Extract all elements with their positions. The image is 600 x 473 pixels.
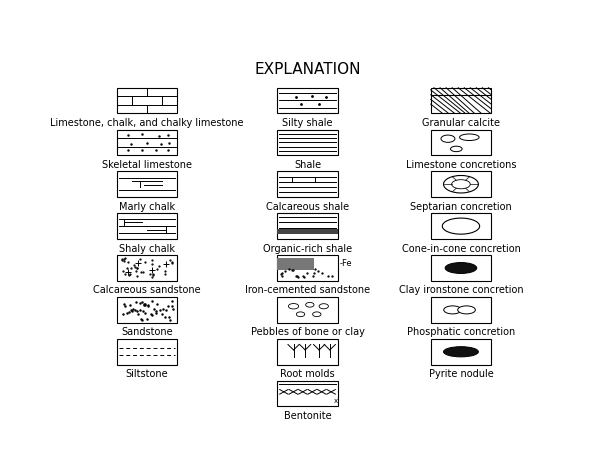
Text: Shale: Shale xyxy=(294,160,321,170)
Bar xyxy=(431,88,491,113)
Text: Limestone, chalk, and chalky limestone: Limestone, chalk, and chalky limestone xyxy=(50,118,244,128)
Text: EXPLANATION: EXPLANATION xyxy=(254,62,361,77)
Bar xyxy=(431,172,491,197)
Bar xyxy=(117,255,178,281)
Ellipse shape xyxy=(305,302,314,307)
Ellipse shape xyxy=(444,306,461,314)
Bar xyxy=(431,213,491,239)
Ellipse shape xyxy=(289,304,299,309)
Ellipse shape xyxy=(452,180,470,189)
Text: Cone-in-cone concretion: Cone-in-cone concretion xyxy=(401,244,520,254)
Bar xyxy=(277,130,338,155)
Bar xyxy=(277,297,338,323)
Ellipse shape xyxy=(443,347,478,357)
Bar xyxy=(277,381,338,406)
Ellipse shape xyxy=(451,146,462,152)
Text: Septarian concretion: Septarian concretion xyxy=(410,201,512,212)
Bar xyxy=(277,213,338,239)
Ellipse shape xyxy=(460,134,479,140)
Ellipse shape xyxy=(441,135,455,142)
Bar xyxy=(277,258,314,270)
Bar xyxy=(431,339,491,365)
Bar xyxy=(117,172,178,197)
Text: Phosphatic concretion: Phosphatic concretion xyxy=(407,327,515,337)
Text: Bentonite: Bentonite xyxy=(284,411,331,421)
Text: Root molds: Root molds xyxy=(280,369,335,379)
Ellipse shape xyxy=(458,306,475,314)
Text: x: x xyxy=(334,398,337,404)
Text: Calcareous sandstone: Calcareous sandstone xyxy=(93,286,201,296)
Ellipse shape xyxy=(319,304,328,309)
Bar xyxy=(117,297,178,323)
Text: Pyrite nodule: Pyrite nodule xyxy=(428,369,493,379)
Ellipse shape xyxy=(313,312,321,316)
Bar xyxy=(117,213,178,239)
Bar xyxy=(277,229,338,234)
Ellipse shape xyxy=(296,312,305,316)
Text: -Fe: -Fe xyxy=(340,259,353,268)
Bar xyxy=(277,255,338,281)
Text: Clay ironstone concretion: Clay ironstone concretion xyxy=(398,286,523,296)
Text: Marly chalk: Marly chalk xyxy=(119,201,175,212)
Bar xyxy=(431,255,491,281)
Ellipse shape xyxy=(445,263,477,273)
Bar xyxy=(117,88,178,113)
Text: Silty shale: Silty shale xyxy=(282,118,333,128)
Text: Iron-cemented sandstone: Iron-cemented sandstone xyxy=(245,286,370,296)
Bar xyxy=(431,297,491,323)
Bar xyxy=(117,339,178,365)
Text: Granular calcite: Granular calcite xyxy=(422,118,500,128)
Text: Calcareous shale: Calcareous shale xyxy=(266,201,349,212)
Text: Pebbles of bone or clay: Pebbles of bone or clay xyxy=(251,327,364,337)
Ellipse shape xyxy=(443,175,478,193)
Bar xyxy=(277,339,338,365)
Bar xyxy=(431,130,491,155)
Text: Siltstone: Siltstone xyxy=(126,369,169,379)
Text: Organic-rich shale: Organic-rich shale xyxy=(263,244,352,254)
Bar xyxy=(277,172,338,197)
Bar xyxy=(277,88,338,113)
Text: Limestone concretions: Limestone concretions xyxy=(406,160,516,170)
Bar xyxy=(117,130,178,155)
Text: Shaly chalk: Shaly chalk xyxy=(119,244,175,254)
Text: Sandstone: Sandstone xyxy=(121,327,173,337)
Text: Skeletal limestone: Skeletal limestone xyxy=(102,160,192,170)
